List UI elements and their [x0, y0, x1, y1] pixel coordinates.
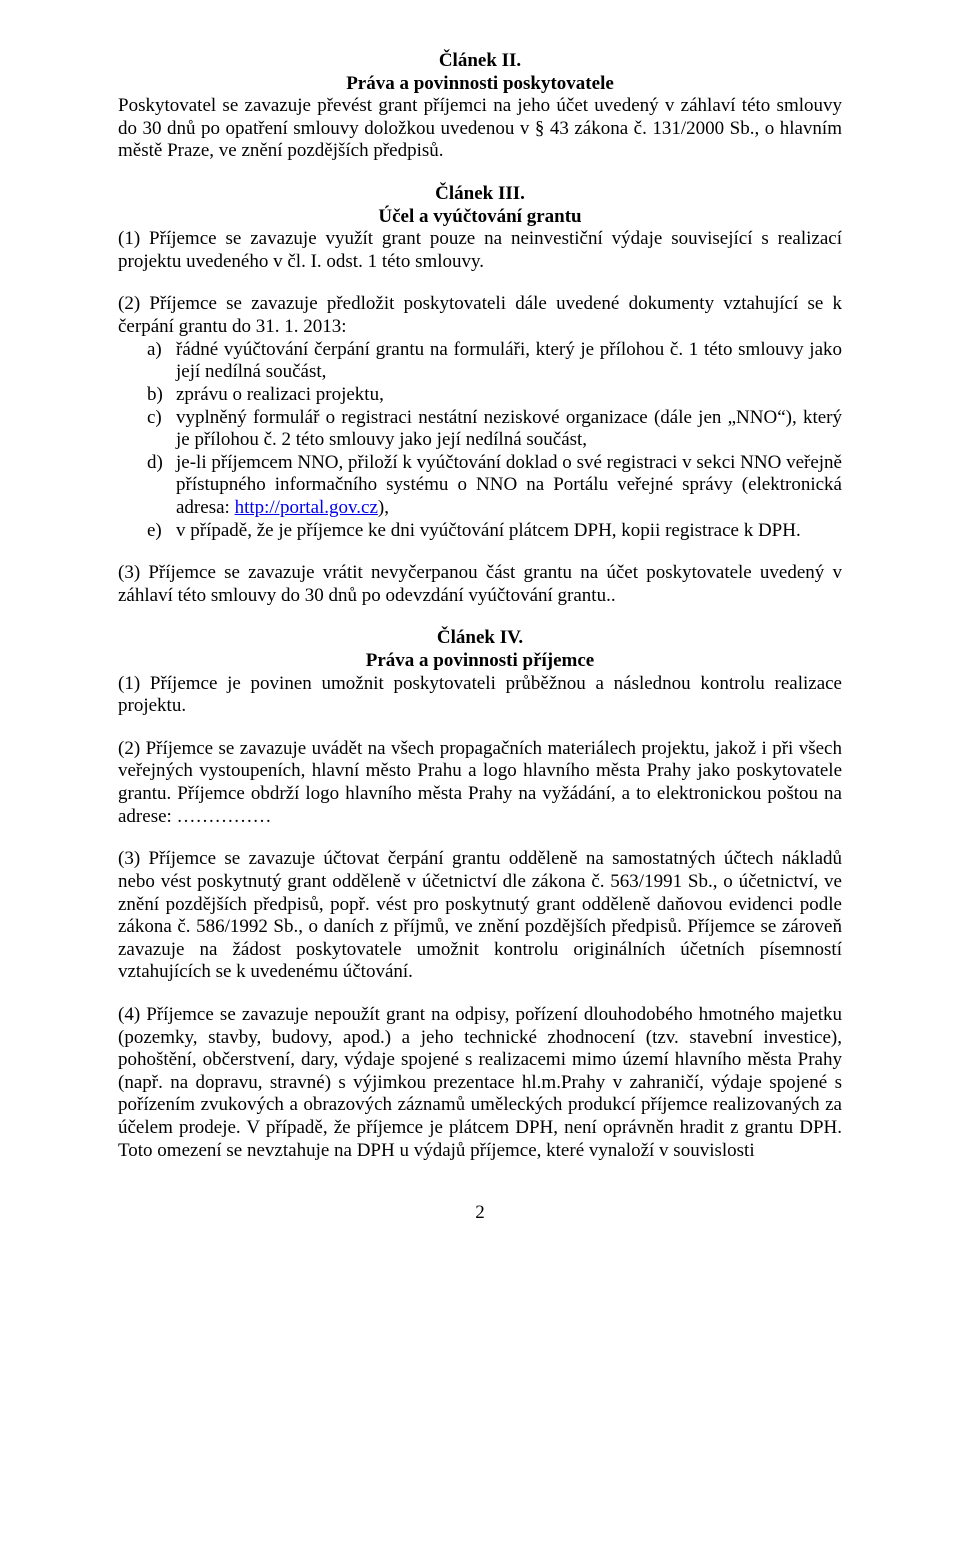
- list-text-after: ),: [378, 497, 389, 518]
- list-text: v případě, že je příjemce ke dni vyúčtov…: [176, 520, 842, 543]
- article-3-p3: (3) Příjemce se zavazuje vrátit nevyčerp…: [118, 562, 842, 607]
- article-3-heading: Článek III.: [118, 183, 842, 206]
- list-marker: c): [147, 407, 176, 430]
- article-3-list: a) řádné vyúčtování čerpání grantu na fo…: [118, 339, 842, 542]
- list-item: e) v případě, že je příjemce ke dni vyúč…: [118, 520, 842, 543]
- list-text: zprávu o realizaci projektu,: [176, 384, 842, 407]
- list-text: je-li příjemcem NNO, přiloží k vyúčtován…: [176, 452, 842, 520]
- article-2-p1: Poskytovatel se zavazuje převést grant p…: [118, 95, 842, 163]
- list-marker: d): [147, 452, 176, 475]
- list-item: b) zprávu o realizaci projektu,: [118, 384, 842, 407]
- list-text: vyplněný formulář o registraci nestátní …: [176, 407, 842, 452]
- list-item: d) je-li příjemcem NNO, přiloží k vyúčto…: [118, 452, 842, 520]
- article-4-heading: Článek IV.: [118, 627, 842, 650]
- list-text: řádné vyúčtování čerpání grantu na formu…: [176, 339, 842, 384]
- article-3-p1: (1) Příjemce se zavazuje využít grant po…: [118, 228, 842, 273]
- list-item: a) řádné vyúčtování čerpání grantu na fo…: [118, 339, 842, 384]
- list-marker: e): [147, 520, 176, 543]
- article-2-heading: Článek II.: [118, 50, 842, 73]
- list-item: c) vyplněný formulář o registraci nestát…: [118, 407, 842, 452]
- article-4-subheading: Práva a povinnosti příjemce: [118, 650, 842, 673]
- article-4-p3: (3) Příjemce se zavazuje účtovat čerpání…: [118, 848, 842, 984]
- article-4-p2: (2) Příjemce se zavazuje uvádět na všech…: [118, 738, 842, 828]
- portal-link[interactable]: http://portal.gov.cz: [235, 497, 378, 518]
- document-page: Článek II. Práva a povinnosti poskytovat…: [0, 0, 960, 1265]
- article-4-p4: (4) Příjemce se zavazuje nepoužít grant …: [118, 1004, 842, 1162]
- article-4-p1: (1) Příjemce je povinen umožnit poskytov…: [118, 673, 842, 718]
- list-marker: a): [147, 339, 176, 362]
- article-2-subheading: Práva a povinnosti poskytovatele: [118, 73, 842, 96]
- article-3-p2-intro: (2) Příjemce se zavazuje předložit posky…: [118, 293, 842, 338]
- list-marker: b): [147, 384, 176, 407]
- spacer: [118, 542, 842, 562]
- article-3-subheading: Účel a vyúčtování grantu: [118, 206, 842, 229]
- page-number: 2: [118, 1202, 842, 1225]
